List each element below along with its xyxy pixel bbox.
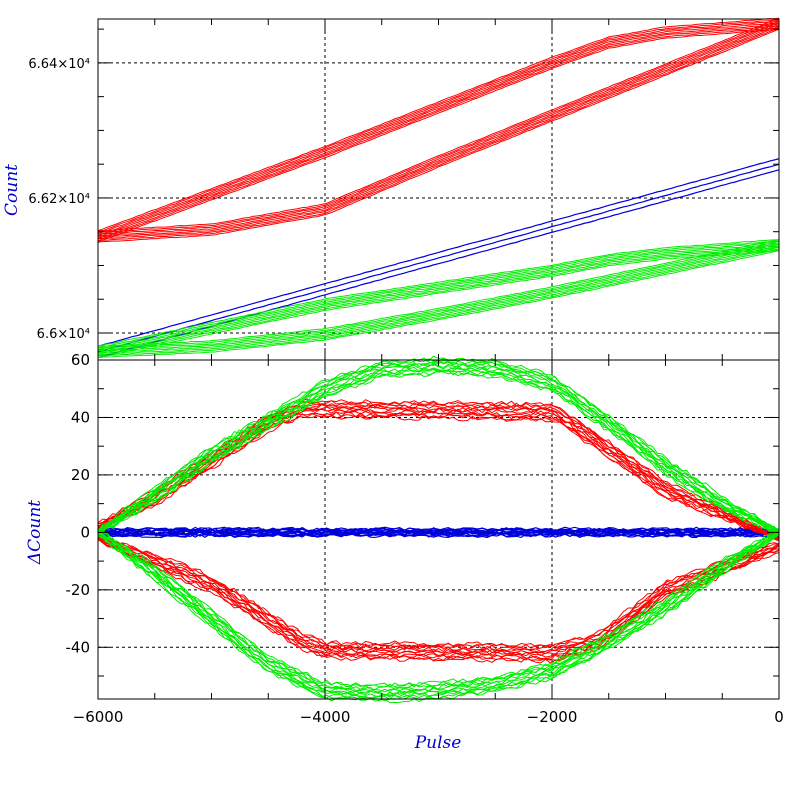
x-tick-label: 0	[774, 708, 784, 726]
series-line	[97, 22, 780, 237]
series-line	[97, 29, 780, 243]
series-3	[97, 239, 780, 359]
top-panel-ticks	[97, 19, 780, 360]
series-line	[97, 240, 780, 349]
series-4	[97, 239, 780, 358]
series-line	[97, 24, 780, 238]
bottom-panel-y-tick-labels: -40 -20 0 20 40 60	[66, 351, 91, 656]
series-line	[97, 533, 780, 704]
series-line	[97, 22, 780, 237]
series-0	[97, 526, 780, 539]
series-line	[97, 531, 780, 696]
series-line	[97, 539, 780, 660]
series-line	[97, 239, 780, 348]
series-line	[97, 248, 780, 357]
x-tick-label: −2000	[527, 708, 578, 726]
series-line	[97, 537, 780, 654]
y-tick-label: 40	[71, 408, 90, 426]
top-panel-series	[97, 17, 780, 359]
series-line	[97, 25, 780, 240]
series-line	[97, 244, 779, 352]
series-line	[97, 20, 780, 235]
bottom-panel-ticks	[97, 359, 780, 699]
series-line	[97, 240, 780, 349]
series-line	[97, 20, 780, 235]
series-line	[97, 158, 780, 348]
top-panel-grid	[98, 19, 779, 360]
x-axis-title: Pulse	[414, 733, 462, 753]
series-line	[97, 367, 780, 536]
series-line	[97, 248, 780, 357]
series-line	[97, 19, 780, 234]
y-tick-label: 20	[71, 466, 90, 484]
y-tick-label: -20	[66, 581, 91, 599]
y-tick-label: 60	[71, 351, 90, 369]
series-line	[97, 25, 780, 240]
top-panel-y-tick-labels: 6.6×10⁴ 6.62×10⁴ 6.64×10⁴	[28, 57, 90, 342]
series-line	[97, 24, 780, 238]
series-line	[97, 366, 780, 532]
series-line	[97, 532, 780, 700]
series-line	[97, 246, 780, 355]
series-line	[97, 363, 780, 535]
x-tick-labels: −6000 −4000 −2000 0	[73, 708, 784, 726]
series-line	[97, 17, 780, 232]
series-line	[97, 411, 780, 541]
series-line	[97, 526, 780, 532]
series-1	[97, 17, 780, 243]
y-tick-label: -40	[66, 638, 91, 656]
series-line	[97, 27, 780, 242]
series-line	[97, 250, 780, 358]
series-line	[97, 19, 780, 233]
series-line	[97, 362, 780, 533]
series-line	[97, 163, 780, 353]
series-line	[97, 243, 780, 352]
series-line	[97, 242, 780, 351]
x-tick-label: −6000	[73, 708, 124, 726]
y-tick-label: 0	[80, 523, 90, 541]
bottom-panel-frame	[97, 359, 780, 700]
series-line	[97, 368, 780, 535]
series-line	[97, 28, 780, 243]
series-line	[97, 528, 780, 693]
series-line	[97, 533, 780, 649]
series-line	[97, 360, 780, 534]
series-line	[97, 239, 780, 347]
bottom-y-axis-title: ΔCount	[25, 500, 45, 565]
series-line	[97, 245, 780, 354]
series-line	[97, 408, 780, 540]
series-line	[97, 539, 780, 664]
series-2	[97, 17, 780, 243]
series-line	[97, 528, 780, 688]
series-line	[97, 250, 780, 359]
series-line	[97, 538, 780, 658]
x-tick-label: −4000	[300, 708, 351, 726]
series-3	[97, 355, 780, 537]
series-line	[97, 529, 780, 697]
series-line	[97, 532, 780, 648]
series-line	[97, 27, 780, 242]
series-line	[97, 355, 780, 532]
top-y-axis-title: Count	[2, 164, 22, 216]
series-line	[97, 538, 780, 657]
series-4	[97, 528, 780, 704]
bottom-panel-series	[97, 355, 780, 704]
series-line	[97, 246, 780, 355]
y-tick-label: 6.64×10⁴	[28, 57, 90, 72]
series-line	[97, 242, 780, 351]
series-line	[97, 359, 780, 533]
series-line	[97, 17, 780, 232]
series-2	[97, 532, 780, 664]
y-tick-label: 6.62×10⁴	[28, 192, 90, 207]
series-line	[97, 532, 780, 702]
series-line	[97, 359, 780, 533]
series-line	[97, 357, 780, 531]
series-line	[97, 245, 780, 353]
y-tick-label: 6.6×10⁴	[37, 327, 90, 342]
